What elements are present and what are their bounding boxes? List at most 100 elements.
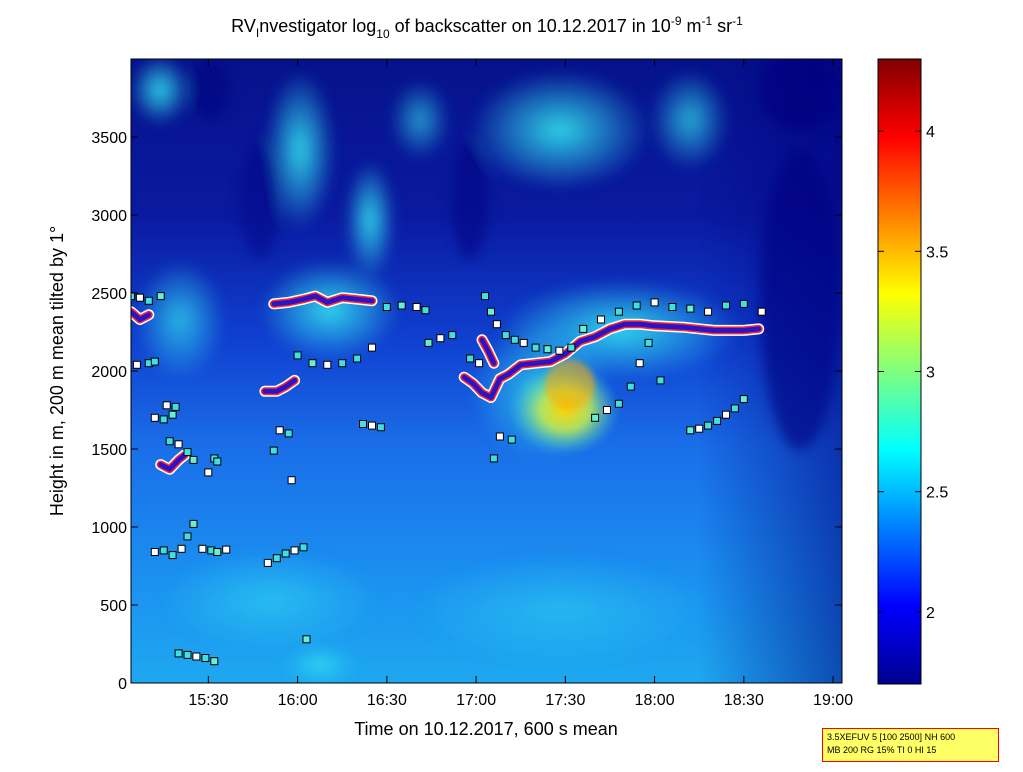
marker-point xyxy=(204,468,213,477)
marker-point xyxy=(368,343,376,352)
marker-point xyxy=(475,359,484,368)
x-tick-label: 17:00 xyxy=(456,692,496,709)
title-part3-sup: -9 xyxy=(671,14,682,28)
marker-point xyxy=(603,406,611,414)
marker-point xyxy=(272,554,281,563)
marker-point xyxy=(284,429,293,438)
marker-point xyxy=(177,544,186,553)
marker-point xyxy=(695,424,704,433)
marker-point xyxy=(704,421,713,430)
title-part4-sup: -1 xyxy=(702,14,713,28)
x-tick-label: 15:30 xyxy=(188,692,228,709)
y-tick-label: 3000 xyxy=(91,208,127,225)
marker-point xyxy=(150,357,159,366)
marker-point xyxy=(656,376,665,385)
marker-point xyxy=(591,413,600,422)
marker-point xyxy=(156,292,165,301)
marker-point xyxy=(213,548,222,556)
marker-point xyxy=(739,395,748,404)
x-axis: 15:30 16:00 16:30 17:00 17:30 18:00 18:30 19:00 xyxy=(188,59,853,709)
marker-point xyxy=(171,402,180,411)
heatmap xyxy=(131,59,842,683)
x-tick-label: 19:00 xyxy=(813,692,853,709)
marker-point xyxy=(567,343,576,352)
marker-point xyxy=(635,359,644,368)
marker-point xyxy=(201,654,210,662)
marker-point xyxy=(614,399,623,408)
marker-point xyxy=(412,303,421,311)
marker-point xyxy=(150,548,159,556)
marker-point xyxy=(597,315,605,324)
marker-point xyxy=(131,292,135,301)
title-part5: sr xyxy=(712,16,732,36)
marker-point xyxy=(168,551,177,560)
marker-point xyxy=(192,652,201,661)
marker-point xyxy=(507,435,516,444)
marker-point xyxy=(183,448,192,457)
marker-point xyxy=(308,359,317,368)
marker-point xyxy=(376,423,385,432)
marker-point xyxy=(353,354,362,363)
marker-point xyxy=(210,657,219,666)
x-tick-label: 17:30 xyxy=(545,692,585,709)
marker-point xyxy=(368,421,376,430)
chart-title: RVInvestigator log10 of backscatter on 1… xyxy=(231,14,743,41)
marker-point xyxy=(644,338,653,347)
marker-point xyxy=(213,457,222,466)
marker-point xyxy=(579,324,588,333)
x-axis-label: Time on 10.12.2017, 600 s mean xyxy=(354,719,618,739)
marker-point xyxy=(543,345,552,354)
x-tick-label: 18:30 xyxy=(724,692,764,709)
marker-point xyxy=(174,440,183,449)
marker-point xyxy=(150,413,159,422)
marker-point xyxy=(198,544,207,553)
title-part5-sup: -1 xyxy=(732,14,743,28)
marker-points xyxy=(131,292,766,666)
marker-point xyxy=(704,307,713,316)
marker-point xyxy=(686,304,695,313)
y-tick-label: 500 xyxy=(100,598,127,615)
marker-point xyxy=(487,307,495,316)
heatmap-warm-core xyxy=(545,360,595,410)
y-tick-label: 0 xyxy=(118,676,127,693)
marker-point xyxy=(668,303,677,311)
marker-point xyxy=(222,545,231,554)
marker-point xyxy=(323,360,332,369)
marker-point xyxy=(436,334,445,343)
marker-point xyxy=(555,346,564,355)
marker-point xyxy=(275,426,284,435)
marker-point xyxy=(302,635,311,644)
marker-point xyxy=(359,420,367,428)
marker-point xyxy=(519,338,528,347)
marker-point xyxy=(722,301,730,310)
colorbar-tick-label: 4 xyxy=(926,124,935,141)
info-box: 3.5XEFUV 5 [100 2500] NH 600 MB 200 RG 1… xyxy=(822,728,999,762)
marker-point xyxy=(510,335,519,344)
marker-point xyxy=(626,382,635,391)
colorbar-tick-label: 2.5 xyxy=(926,485,948,502)
marker-point xyxy=(489,454,498,463)
marker-point xyxy=(730,404,739,413)
marker-point xyxy=(397,301,406,310)
info-box-line2: MB 200 RG 15% TI 0 HI 15 xyxy=(827,745,937,755)
y-axis-label: Height in m, 200 m mean tilted by 1° xyxy=(47,226,67,516)
y-tick-label: 2500 xyxy=(91,286,127,303)
colorbar-tick-label: 3.5 xyxy=(926,244,948,261)
x-tick-label: 16:30 xyxy=(367,692,407,709)
marker-point xyxy=(269,446,278,455)
marker-point xyxy=(165,437,174,446)
marker-point xyxy=(293,351,302,360)
marker-point xyxy=(183,532,192,541)
colorbar-tick-label: 2 xyxy=(926,605,935,622)
boundary-layer-line xyxy=(271,293,375,307)
marker-point xyxy=(162,401,171,410)
marker-point xyxy=(281,549,290,558)
marker-point xyxy=(531,343,540,352)
marker-point xyxy=(183,650,192,659)
colorbar-axis: 2 2.5 3 3.5 4 xyxy=(878,124,948,622)
y-tick-label: 1000 xyxy=(91,520,127,537)
colorbar-tick-label: 3 xyxy=(926,365,935,382)
title-part3: of backscatter on 10.12.2017 in 10 xyxy=(390,16,671,36)
